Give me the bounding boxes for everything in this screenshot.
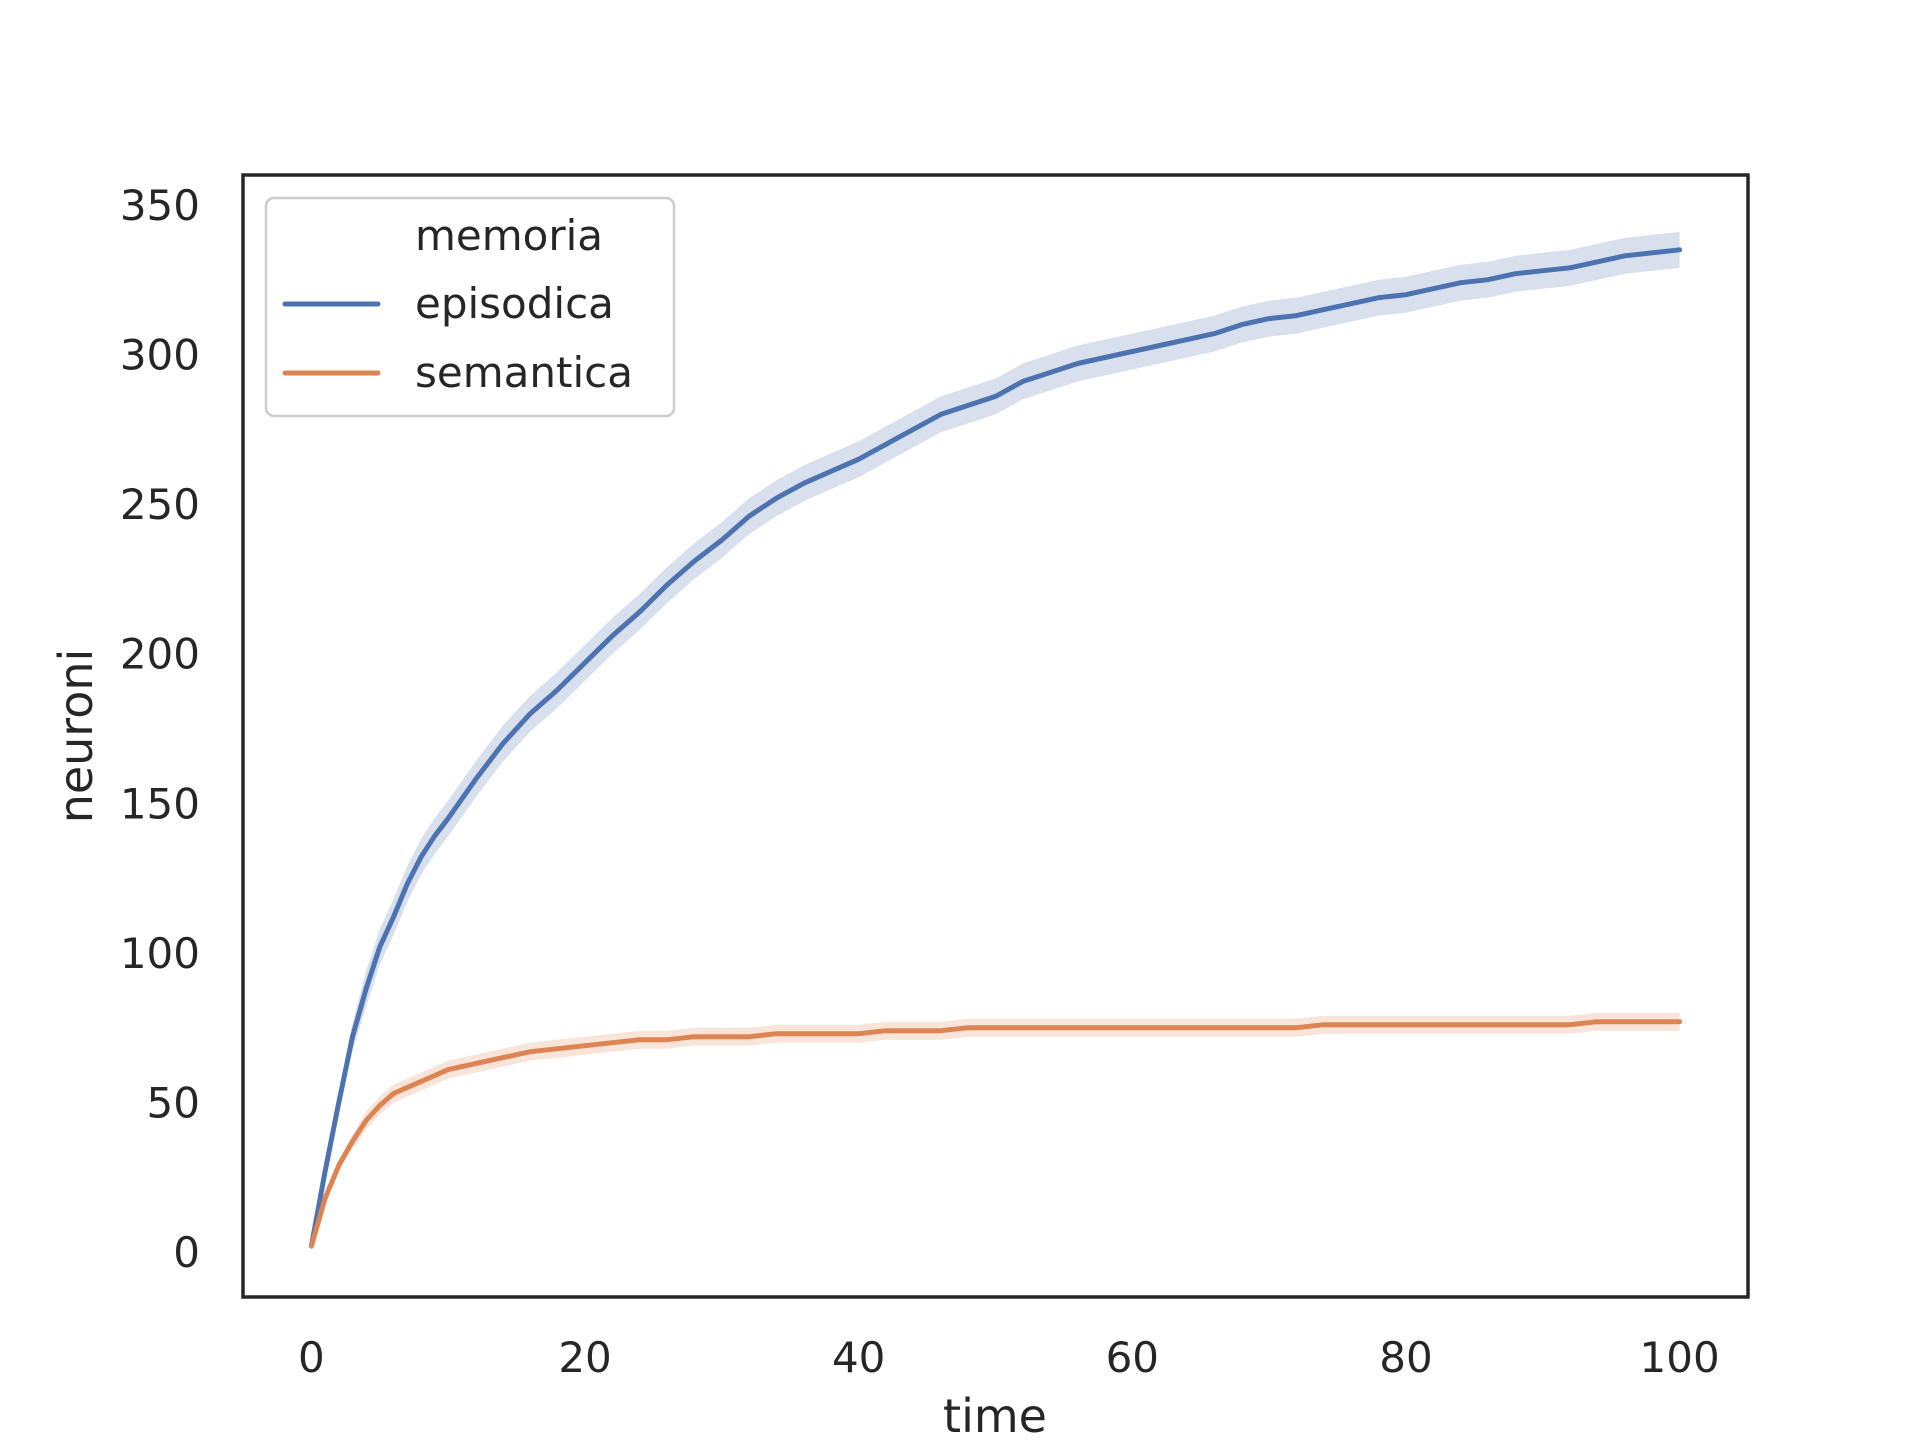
- line-episodica: [308, 247, 1683, 1249]
- x-tick-label-0: 0: [298, 1333, 325, 1382]
- y-tick-label-350: 350: [120, 181, 200, 230]
- legend-label-episodica: episodica: [415, 279, 614, 328]
- x-tick-label-60: 60: [1106, 1333, 1159, 1382]
- x-tick-label-100: 100: [1640, 1333, 1720, 1382]
- y-axis-ticks: 0 50 100 150 200 250 300 350: [120, 181, 200, 1277]
- legend-title: memoria: [415, 211, 603, 260]
- y-axis-label: neuroni: [49, 649, 103, 824]
- y-tick-label-50: 50: [147, 1079, 200, 1128]
- y-tick-label-250: 250: [120, 480, 200, 529]
- x-tick-label-20: 20: [558, 1333, 611, 1382]
- series-lines: [308, 247, 1683, 1249]
- y-tick-label-300: 300: [120, 331, 200, 380]
- y-tick-label-100: 100: [120, 929, 200, 978]
- x-tick-label-80: 80: [1379, 1333, 1432, 1382]
- legend-box: [264, 196, 676, 418]
- line-semantica: [308, 1019, 1683, 1249]
- legend-label-semantica: semantica: [415, 348, 633, 397]
- x-axis-ticks: 0 20 40 60 80 100: [298, 1333, 1720, 1382]
- x-tick-label-40: 40: [832, 1333, 885, 1382]
- y-tick-label-0: 0: [173, 1228, 200, 1277]
- legend: memoria episodica semantica: [264, 196, 676, 418]
- plot-frame: [241, 173, 1750, 1299]
- x-axis-label: time: [943, 1389, 1047, 1440]
- y-tick-label-200: 200: [120, 630, 200, 679]
- y-tick-label-150: 150: [120, 779, 200, 828]
